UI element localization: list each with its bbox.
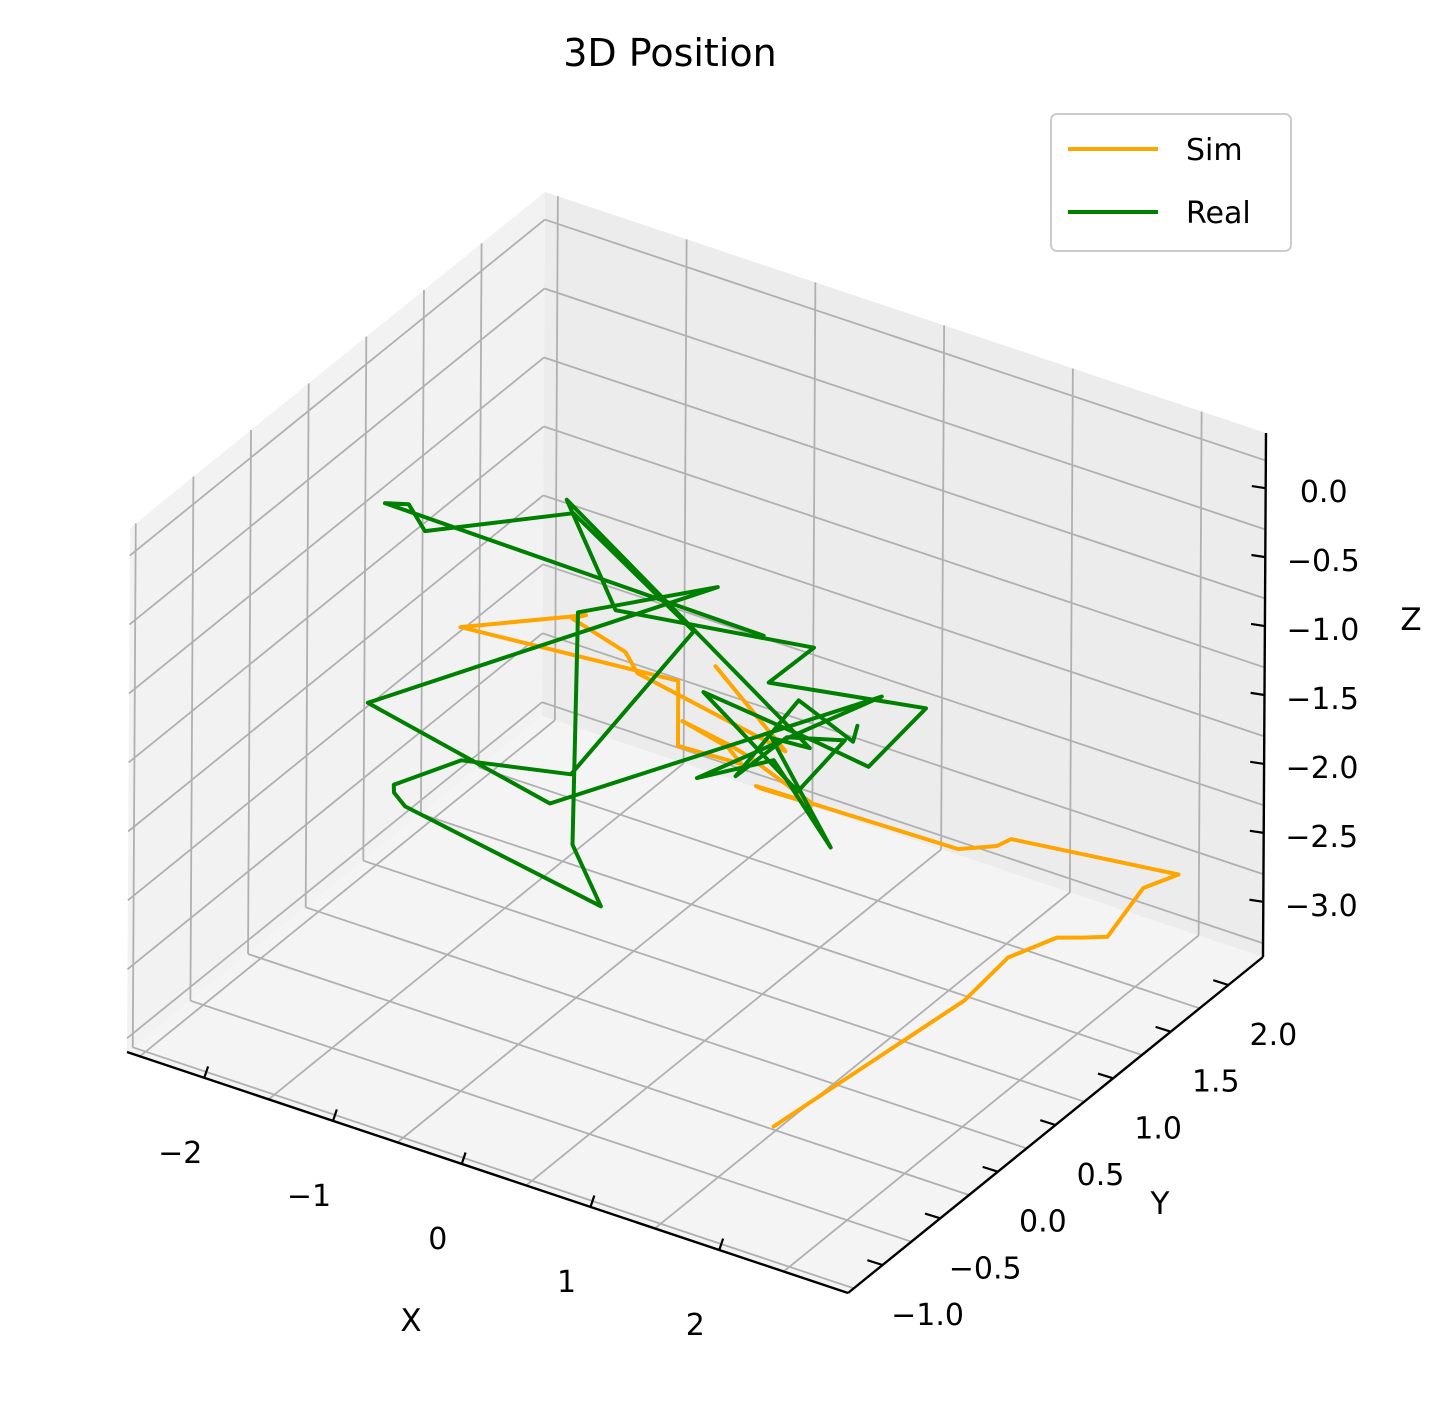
y-tick	[924, 1212, 941, 1220]
x-grid-back	[553, 196, 559, 721]
y-grid-floor	[363, 859, 1085, 1103]
x-tick	[331, 1109, 338, 1122]
x-grid-back	[940, 325, 946, 850]
z-grid-back	[543, 356, 1266, 600]
z-grid-left	[127, 494, 544, 833]
z-tick	[1250, 691, 1265, 697]
x-grid-floor	[783, 934, 1200, 1273]
z-grid-left	[128, 425, 545, 764]
x-grid-back	[682, 239, 688, 764]
x-tick-label: 2	[686, 1308, 705, 1343]
y-tick-label: −1.0	[891, 1298, 964, 1333]
y-tick	[982, 1165, 999, 1173]
x-axis-line	[126, 1050, 849, 1295]
legend-label-sim: Sim	[1186, 133, 1243, 168]
series-lines	[365, 497, 1181, 1129]
y-tick	[1039, 1119, 1056, 1127]
x-tick	[460, 1152, 467, 1165]
legend: Sim Real	[1050, 113, 1292, 252]
z-tick	[1249, 898, 1264, 903]
z-grid-left	[128, 287, 546, 626]
y-tick-label: 1.0	[1134, 1111, 1182, 1146]
z-tick-label: −0.5	[1287, 544, 1360, 579]
x-grid-floor	[139, 719, 556, 1058]
z-tick	[1251, 553, 1266, 559]
y-tick-label: −0.5	[949, 1251, 1022, 1286]
x-tick-label: −1	[287, 1179, 331, 1214]
y-grid-left	[189, 476, 195, 1001]
y-tick-label: 2.0	[1250, 1018, 1298, 1053]
chart-title: 3D Position	[563, 31, 776, 75]
z-grid-left	[127, 563, 544, 902]
y-tick	[867, 1259, 883, 1267]
x-tick	[203, 1066, 210, 1079]
y-grid-floor	[478, 766, 1200, 1010]
grid-lines	[126, 196, 1267, 1290]
tick-marks: −2 −1 0 1 2 −1.0 −0.5 0.0 0.5 1.0 1.5 2.0 0.0 −0.5 −1.…	[158, 475, 1360, 1343]
x-tick-label: −2	[158, 1136, 202, 1171]
z-tick	[1250, 760, 1265, 766]
x-axis-label: X	[400, 1303, 421, 1339]
z-tick-label: 0.0	[1300, 475, 1348, 510]
x-tick-label: 0	[428, 1222, 447, 1257]
z-axis-label: Z	[1400, 602, 1421, 638]
z-grid-left	[129, 218, 546, 557]
x-grid-floor	[268, 762, 685, 1101]
z-grid-back	[542, 632, 1264, 876]
y-tick-label: 1.5	[1192, 1065, 1240, 1100]
left-pane	[127, 192, 545, 1052]
y-grid-left	[131, 523, 137, 1048]
x-tick	[589, 1195, 596, 1208]
y-grid-left	[477, 243, 483, 768]
y-grid-left	[362, 336, 368, 861]
x-grid-floor	[525, 848, 942, 1187]
z-grid-back	[542, 494, 1265, 738]
z-tick	[1249, 829, 1264, 834]
y-grid-left	[420, 289, 425, 815]
z-grid-left	[128, 356, 545, 695]
z-grid-left	[126, 701, 543, 1039]
y-tick-label: 0.0	[1019, 1205, 1067, 1240]
z-tick-label: −1.0	[1286, 613, 1359, 648]
x-tick-label: 1	[557, 1265, 576, 1300]
z-grid-back	[541, 701, 1264, 945]
z-tick-label: −1.5	[1286, 682, 1359, 717]
x-grid-floor	[654, 891, 1071, 1230]
y-grid-floor	[190, 999, 912, 1243]
y-tick	[1155, 1025, 1172, 1033]
z-tick-label: −3.0	[1285, 889, 1358, 924]
z-grid-back	[543, 425, 1265, 669]
z-tick-label: −2.0	[1286, 751, 1359, 786]
z-grid-back	[544, 218, 1267, 462]
y-grid-left	[247, 429, 252, 955]
z-tick	[1250, 622, 1266, 628]
y-grid-floor	[247, 953, 970, 1196]
y-grid-floor	[420, 813, 1143, 1056]
y-grid-left	[304, 383, 310, 908]
y-grid-floor	[132, 1046, 855, 1290]
y-axis-label: Y	[1150, 1186, 1170, 1222]
z-tick	[1251, 484, 1266, 490]
y-tick	[1097, 1072, 1114, 1080]
axis-panes	[127, 192, 1266, 1293]
z-grid-back	[544, 287, 1266, 531]
y-tick	[1212, 979, 1229, 987]
z-tick-label: −2.5	[1285, 820, 1358, 855]
x-tick	[718, 1238, 725, 1251]
series-line-real	[365, 497, 928, 909]
y-grid-floor	[305, 906, 1027, 1150]
x-grid-back	[1197, 411, 1203, 936]
x-grid-back	[1068, 368, 1074, 893]
y-tick-label: 0.5	[1077, 1158, 1125, 1193]
x-grid-floor	[396, 805, 813, 1144]
legend-frame	[1050, 113, 1292, 252]
floor-pane	[127, 716, 1263, 1293]
legend-label-real: Real	[1186, 196, 1251, 231]
z-grid-left	[126, 632, 544, 970]
